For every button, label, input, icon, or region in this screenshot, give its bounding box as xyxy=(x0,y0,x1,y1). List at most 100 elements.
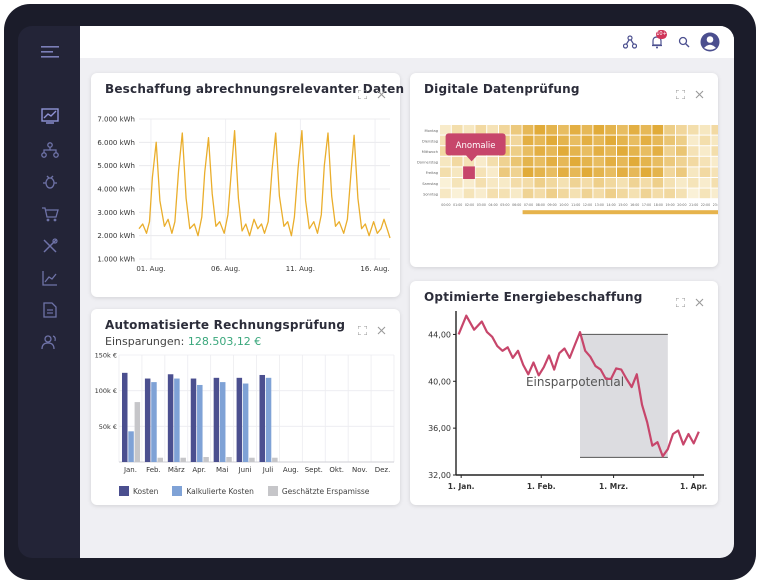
y-tick-label: 40,00 xyxy=(428,377,451,386)
anomaly-tooltip-pointer xyxy=(465,154,478,162)
heatmap-cell xyxy=(676,146,687,156)
tools-icon[interactable] xyxy=(40,236,60,256)
bug-icon[interactable] xyxy=(40,172,60,192)
heatmap-cell xyxy=(652,167,664,177)
heatmap-cell xyxy=(664,125,675,135)
heatmap-cell xyxy=(617,167,628,177)
heatmap-cell xyxy=(510,125,522,135)
series-line xyxy=(457,314,700,458)
x-tick-label: 11. Aug. xyxy=(286,265,315,273)
document-icon[interactable] xyxy=(40,300,60,320)
heatmap-cell xyxy=(687,125,699,135)
heatmap-cell xyxy=(640,156,652,167)
trend-icon[interactable] xyxy=(40,268,60,288)
legend-item-kosten[interactable]: Kosten xyxy=(119,486,158,496)
close-icon[interactable] xyxy=(695,84,704,99)
heatmap-cell xyxy=(440,146,451,156)
bar xyxy=(134,402,141,462)
heatmap-cell xyxy=(569,135,581,146)
users-icon[interactable] xyxy=(40,332,60,352)
heatmap-cell xyxy=(546,167,557,177)
heatmap-cell xyxy=(687,146,699,156)
network-icon[interactable] xyxy=(622,34,638,50)
heatmap-cell xyxy=(463,125,475,135)
heatmap-cell xyxy=(628,188,640,199)
heatmap-cell xyxy=(605,146,616,156)
y-tick-label: 150k € xyxy=(95,352,117,360)
heatmap-cell xyxy=(652,146,664,156)
heatmap-cell xyxy=(487,156,498,167)
heatmap-cell xyxy=(628,167,640,177)
heatmap-cell xyxy=(617,188,628,199)
chart-icon[interactable] xyxy=(40,106,60,126)
heatmap-cell xyxy=(617,125,628,135)
x-tick-label: Feb. xyxy=(146,466,161,474)
menu-icon[interactable] xyxy=(40,42,60,62)
heatmap-cell xyxy=(581,146,593,156)
heatmap-cell xyxy=(593,167,605,177)
heatmap-cell xyxy=(676,135,687,146)
heatmap-cell xyxy=(475,178,487,188)
column-label: 17:00 xyxy=(642,203,651,207)
column-label: 05:00 xyxy=(500,203,509,207)
heatmap-cell xyxy=(699,146,711,156)
heatmap-cell xyxy=(664,188,675,199)
heatmap-cell xyxy=(499,188,510,199)
row-label: Montag xyxy=(425,129,438,133)
x-tick-label: Juli xyxy=(262,466,273,474)
heatmap-cell xyxy=(475,167,487,177)
heatmap-cell xyxy=(569,188,581,199)
y-tick-label: 1.000 kWh xyxy=(97,256,135,264)
column-label: 14:00 xyxy=(607,203,616,207)
heatmap-cell xyxy=(522,146,534,156)
cart-icon[interactable] xyxy=(40,204,60,224)
heatmap-cell xyxy=(546,178,557,188)
network-icon[interactable] xyxy=(40,140,60,160)
heatmap-cell xyxy=(605,135,616,146)
legend-item-kalkuliert[interactable]: Kalkulierte Kosten xyxy=(172,486,254,496)
heatmap-cell xyxy=(499,178,510,188)
heatmap-cell xyxy=(640,125,652,135)
heatmap-cell xyxy=(487,178,498,188)
heatmap-cell xyxy=(546,188,557,199)
heatmap-cell xyxy=(711,125,718,135)
heatmap-cell xyxy=(617,146,628,156)
search-icon[interactable] xyxy=(676,34,692,50)
heatmap-cell xyxy=(440,156,451,167)
heatmap-cell xyxy=(699,188,711,199)
bar xyxy=(167,374,174,462)
legend-label: Geschätzte Erspamisse xyxy=(281,486,370,496)
savings-potential-label: Einsparpotential xyxy=(526,375,624,389)
heatmap-cell xyxy=(440,135,451,146)
avatar[interactable] xyxy=(700,32,720,52)
heatmap-cell xyxy=(664,146,675,156)
heatmap-cell xyxy=(605,188,616,199)
heatmap-cell xyxy=(593,125,605,135)
legend-item-erspamisse[interactable]: Geschätzte Erspamisse xyxy=(267,486,370,496)
heatmap-cell xyxy=(711,167,718,177)
heatmap-cell xyxy=(711,178,718,188)
column-label: 19:00 xyxy=(666,203,675,207)
notification-badge: 10+ xyxy=(656,30,667,39)
heatmap-cell xyxy=(534,135,546,146)
heatmap-cell xyxy=(475,188,487,199)
legend-swatch xyxy=(119,486,129,496)
close-icon[interactable] xyxy=(377,320,386,335)
close-icon[interactable] xyxy=(695,292,704,307)
heatmap-cell xyxy=(546,146,557,156)
close-icon[interactable] xyxy=(377,84,386,99)
chart-legend: Kosten Kalkulierte Kosten Geschätzte Ers… xyxy=(119,486,369,496)
bar xyxy=(219,382,226,462)
heatmap-cell xyxy=(711,188,718,199)
heatmap-cell xyxy=(463,188,475,199)
heatmap-cell xyxy=(534,188,546,199)
bar xyxy=(128,431,134,462)
heatmap-cell xyxy=(617,156,628,167)
column-label: 04:00 xyxy=(489,203,498,207)
heatmap-cell xyxy=(569,146,581,156)
card-rechnungspruefung: Automatisierte Rechnungsprüfung Einsparu… xyxy=(91,309,400,505)
intensity-strip xyxy=(522,210,718,215)
y-tick-label: 2.000 kWh xyxy=(97,232,135,240)
column-label: 09:00 xyxy=(548,203,557,207)
heatmap-cell xyxy=(593,156,605,167)
